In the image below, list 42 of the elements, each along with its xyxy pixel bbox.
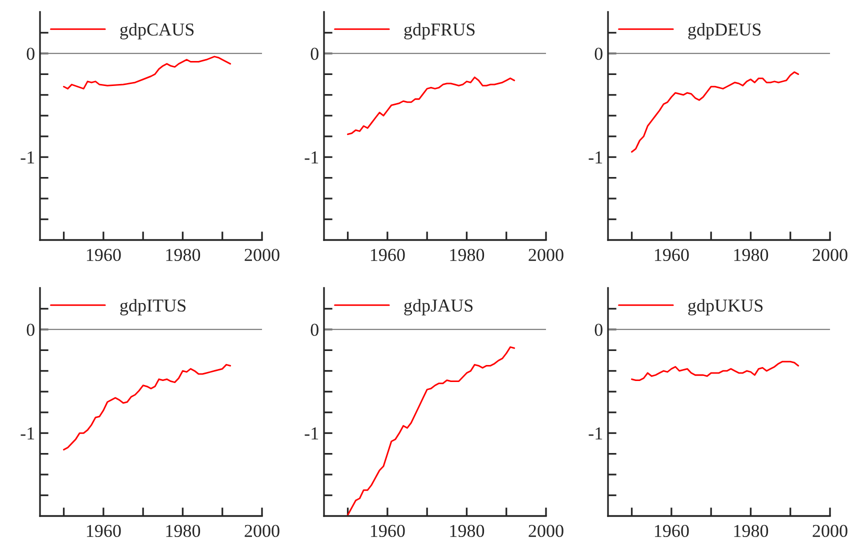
line-series [63,364,232,450]
line-series [347,346,516,516]
y-tick-label: 0 [594,324,602,336]
legend-label: gdpITUS [120,298,186,316]
y-tick-label: -1 [588,427,602,440]
x-tick-label: 1980 [450,524,484,538]
x-tick-label: 2000 [244,524,280,538]
line-series [631,360,800,381]
x-tick-label: 2000 [244,248,280,262]
x-tick-label: 1980 [734,248,768,262]
x-tick-label: 1980 [166,248,200,262]
y-tick-label: -1 [304,427,318,440]
x-tick-label: 2000 [528,248,564,262]
x-tick-label: 1960 [654,524,689,538]
x-tick-label: 2000 [528,524,564,538]
x-tick-label: 2000 [812,524,848,538]
legend-label: gdpJAUS [404,298,473,316]
line-series [631,71,800,153]
y-tick-label: -1 [588,151,602,164]
y-tick-label: -1 [20,427,34,440]
x-tick-label: 1960 [86,248,121,262]
legend-label: gdpUKUS [688,298,763,316]
x-tick-label: 1960 [86,524,121,538]
legend-label: gdpFRUS [404,22,475,40]
x-tick-label: 1960 [654,248,689,262]
x-tick-label: 1960 [370,524,405,538]
x-tick-label: 1980 [450,248,484,262]
y-tick-label: 0 [26,48,34,60]
x-tick-label: 2000 [812,248,848,262]
y-tick-label: 0 [594,48,602,60]
x-tick-label: 1960 [370,248,405,262]
y-tick-label: -1 [20,151,34,164]
x-tick-label: 1980 [734,524,768,538]
line-series [347,76,516,136]
legend-label: gdpCAUS [120,22,194,40]
x-tick-label: 1980 [166,524,200,538]
legend-label: gdpDEUS [688,22,761,40]
y-tick-label: 0 [26,324,34,336]
line-series [63,56,232,90]
y-tick-label: -1 [304,151,318,164]
y-tick-label: 0 [310,324,318,336]
y-tick-label: 0 [310,48,318,60]
